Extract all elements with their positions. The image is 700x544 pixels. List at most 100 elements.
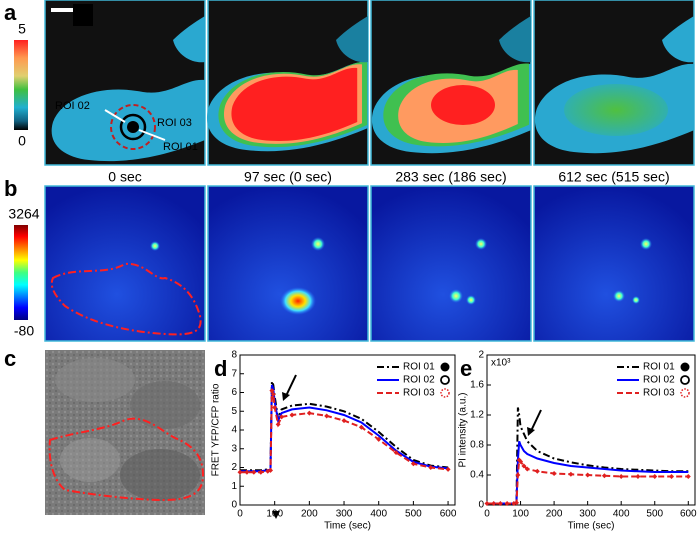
arrowhead	[527, 427, 535, 436]
x-tick-label: 400	[370, 509, 387, 520]
legend-label: ROI 02	[403, 375, 435, 386]
legend-label: ROI 02	[643, 375, 675, 386]
data-point	[279, 414, 285, 420]
panel-label: b	[4, 176, 17, 201]
data-point	[258, 469, 264, 475]
x-tick-label: 500	[646, 509, 663, 520]
caption: 283 sec (186 sec)	[395, 169, 506, 185]
data-point	[484, 501, 490, 506]
data-point	[601, 473, 607, 479]
data-point	[534, 468, 540, 474]
caption: 0 sec	[108, 169, 141, 185]
legend-marker	[680, 388, 690, 398]
roi-label: ROI 02	[55, 100, 90, 112]
y-tick-label: 0.8	[470, 440, 484, 451]
legend-marker	[680, 375, 690, 385]
image	[370, 185, 532, 342]
legend-label: ROI 01	[643, 362, 675, 373]
y-tick-label: 7	[231, 368, 237, 379]
colorbar-max: 3264	[8, 206, 39, 222]
data-point	[306, 410, 312, 416]
arrowhead	[282, 392, 290, 401]
x-tick-label: 600	[440, 509, 457, 520]
data-point	[618, 474, 624, 479]
y-axis-label: PI intensity (a.u.)	[458, 392, 469, 467]
data-point	[585, 472, 591, 478]
image	[207, 185, 369, 342]
panel-label: a	[4, 0, 17, 25]
x-tick-label: 600	[680, 509, 697, 520]
x-tick-label: 500	[405, 509, 422, 520]
y-tick-label: 0	[231, 500, 237, 511]
panel-label: d	[214, 356, 227, 381]
y-tick-label: 5	[231, 406, 237, 417]
legend-marker	[440, 388, 450, 398]
legend-label: ROI 01	[403, 362, 435, 373]
image	[533, 185, 695, 342]
data-point	[393, 450, 399, 455]
data-point	[244, 469, 250, 475]
y-tick-label: 3	[231, 443, 237, 454]
y-tick-label: 6	[231, 387, 237, 398]
data-point	[275, 421, 281, 427]
data-point	[551, 471, 557, 476]
roi-label: ROI 03	[157, 117, 192, 129]
x-tick-label: 0	[237, 509, 243, 520]
image	[44, 185, 206, 342]
data-point	[524, 466, 530, 472]
colorbar-min: 0	[18, 133, 26, 149]
x-tick-label: 100	[266, 509, 283, 520]
legend-label: ROI 03	[403, 388, 435, 399]
stimulus-marker	[272, 511, 280, 519]
y-tick-label: 0.4	[470, 470, 484, 481]
data-point	[272, 405, 278, 410]
data-point	[445, 466, 451, 472]
y-tick-label: 2	[231, 462, 237, 473]
data-point	[504, 501, 510, 506]
data-point	[289, 412, 295, 418]
image	[370, 0, 532, 166]
image	[45, 350, 205, 515]
x-tick-label: 0	[484, 509, 490, 520]
y-tick-label: 1.6	[470, 380, 484, 391]
data-point	[491, 501, 497, 506]
data-point	[251, 469, 257, 475]
x-tick-label: 300	[336, 509, 353, 520]
data-point	[669, 474, 675, 479]
caption: 97 sec (0 sec)	[244, 169, 332, 185]
panel-label: e	[460, 356, 472, 381]
x-tick-label: 100	[512, 509, 529, 520]
plot-frame	[486, 354, 696, 506]
roi-label: ROI 01	[163, 141, 198, 153]
series-line	[487, 407, 689, 505]
data-point	[685, 474, 691, 479]
data-point	[652, 474, 658, 479]
caption: 612 sec (515 sec)	[558, 169, 669, 185]
data-point	[635, 474, 641, 479]
y-tick-label: 1.2	[470, 410, 484, 421]
data-point	[237, 469, 243, 475]
x-tick-label: 300	[579, 509, 596, 520]
colorbar	[14, 40, 28, 130]
data-point	[269, 388, 275, 394]
legend-marker	[680, 362, 690, 372]
arrow	[530, 409, 542, 432]
x-tick-label: 400	[613, 509, 630, 520]
y-axis-label: FRET YFP/CFP ratio	[211, 383, 222, 476]
y-tick-label: 0	[478, 500, 484, 511]
data-point	[376, 436, 382, 442]
data-point	[270, 391, 276, 397]
data-point	[514, 500, 520, 506]
panel-label: c	[4, 346, 16, 371]
y-tick-label: 2	[478, 350, 484, 361]
x-tick-label: 200	[301, 509, 318, 520]
data-point	[568, 471, 574, 477]
colorbar	[14, 225, 28, 320]
data-point	[518, 459, 524, 464]
legend-label: ROI 03	[643, 388, 675, 399]
colorbar-min: -80	[14, 323, 34, 339]
annotation: x10³	[491, 358, 511, 369]
data-point	[428, 465, 434, 470]
data-point	[268, 467, 274, 473]
